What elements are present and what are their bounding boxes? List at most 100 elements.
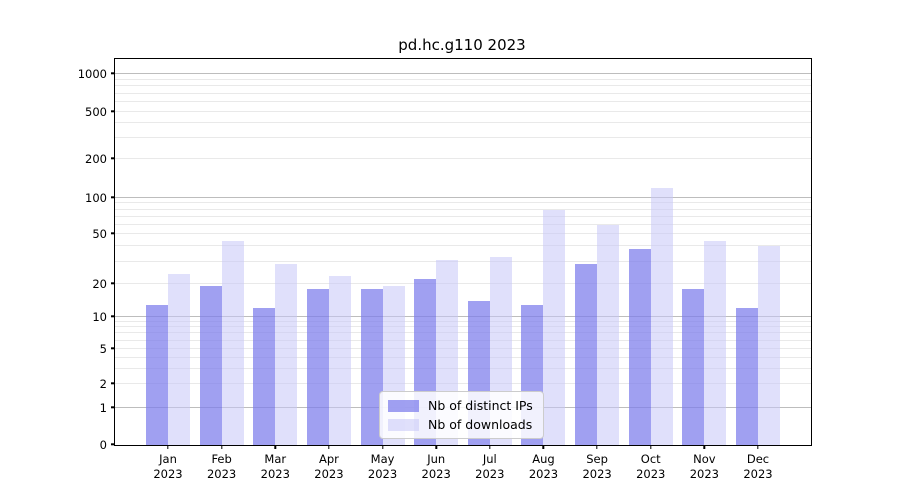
bar-distinct-ips-feb [199,286,222,445]
x-tick-label: Feb 2023 [207,452,236,482]
x-tick-year: 2023 [743,467,773,481]
y-tick-label: 5 [99,342,107,357]
x-tick-month: Jun [427,452,446,466]
gridline-minor [115,383,811,385]
x-tick-year: 2023 [260,467,290,481]
gridline-minor [115,223,811,225]
x-tick-month: Dec [746,452,770,466]
x-tick-year: 2023 [314,467,344,481]
x-tick-mark [220,445,223,449]
y-tick-mark [111,347,115,350]
legend-swatch-distinct-ips [388,399,419,412]
x-tick-mark [757,445,759,449]
y-tick-mark [111,315,115,318]
x-tick-month: Oct [640,452,661,466]
y-tick-label: 0 [99,438,107,452]
legend-item-downloads: Nb of downloads [388,417,533,432]
gridline-minor [115,208,811,210]
gridline-minor [115,348,811,350]
y-tick-label: 1000 [77,67,107,82]
gridline-minor [115,137,811,139]
legend-label-downloads: Nb of downloads [428,417,533,432]
legend-label-distinct-ips: Nb of distinct IPs [428,398,533,413]
x-tick-label: May 2023 [368,452,397,482]
bar-distinct-ips-sep [575,263,598,445]
x-tick-month: Jan [159,452,177,466]
bar-distinct-ips-dec [736,308,758,445]
y-tick-label: 500 [85,105,107,119]
y-tick-label: 10 [92,310,107,325]
legend-item-distinct-ips: Nb of distinct IPs [388,398,533,413]
gridline-minor [115,78,811,80]
x-tick-mark [650,445,652,449]
x-tick-mark [596,445,598,449]
chart-title: pd.hc.g110 2023 [398,36,526,54]
gridline-major [115,197,811,198]
gridline-minor [115,283,811,284]
y-tick-mark [111,157,115,160]
y-tick-label: 2 [99,377,107,392]
x-tick-label: Apr 2023 [314,452,343,482]
x-tick-label: Oct 2023 [636,452,665,482]
gridline-minor [115,245,811,247]
bar-distinct-ips-jan [146,304,168,445]
x-tick-month: Apr [318,452,339,466]
gridline-minor [115,233,811,235]
gridline-minor [115,101,811,103]
x-tick-label: Aug 2023 [529,452,558,482]
gridline-minor [115,326,811,328]
x-tick-month: May [370,452,395,466]
bar-downloads-apr [328,276,351,445]
y-tick-mark [111,72,115,75]
gridline-minor [115,332,811,334]
x-tick-year: 2023 [153,467,183,481]
gridline-minor [115,202,811,204]
gridline-minor [115,92,811,94]
x-tick-mark [542,445,545,449]
x-tick-label: Mar 2023 [261,452,290,482]
bar-distinct-ips-apr [306,289,329,445]
y-tick-label: 20 [92,277,107,291]
y-tick-label: 200 [85,152,107,167]
x-tick-mark [703,445,706,449]
y-tick-mark [111,406,115,408]
x-tick-mark [274,445,276,449]
x-tick-year: 2023 [206,467,237,481]
bar-distinct-ips-oct [628,248,651,445]
gridline-minor [115,356,811,358]
y-tick-mark [111,443,115,445]
x-tick-month: Jul [482,452,497,466]
gridline-minor [115,260,811,262]
x-tick-mark [167,445,169,449]
x-tick-month: Aug [532,452,555,466]
gridline-major [115,73,811,75]
bar-downloads-dec [758,246,780,445]
x-tick-year: 2023 [421,467,451,481]
gridline-major [115,316,811,318]
x-tick-year: 2023 [528,467,559,481]
legend-swatch-downloads [388,418,419,431]
gridline-minor [115,367,811,369]
y-tick-label: 1 [99,400,107,415]
x-tick-year: 2023 [582,467,612,481]
bar-downloads-jan [168,274,190,445]
gridline-minor [115,111,811,112]
x-tick-month: Mar [264,452,287,466]
bar-distinct-ips-may [360,289,383,445]
x-tick-label: Jul 2023 [475,452,504,482]
bar-downloads-oct [650,187,673,445]
x-tick-year: 2023 [475,467,505,481]
bar-downloads-feb [221,241,244,445]
y-tick-label: 50 [92,227,107,242]
x-tick-month: Sep [586,452,608,466]
gridline-minor [115,85,811,87]
gridline-minor [115,320,811,322]
plot-area: Nb of distinct IPs Nb of downloads 0 1 2 5 1… [78,58,812,481]
x-tick-label: Jun 2023 [422,452,451,482]
x-tick-month: Nov [693,452,716,466]
x-tick-mark [328,445,330,449]
y-tick-mark [111,196,115,199]
x-tick-year: 2023 [636,467,666,481]
x-tick-mark [381,445,384,449]
